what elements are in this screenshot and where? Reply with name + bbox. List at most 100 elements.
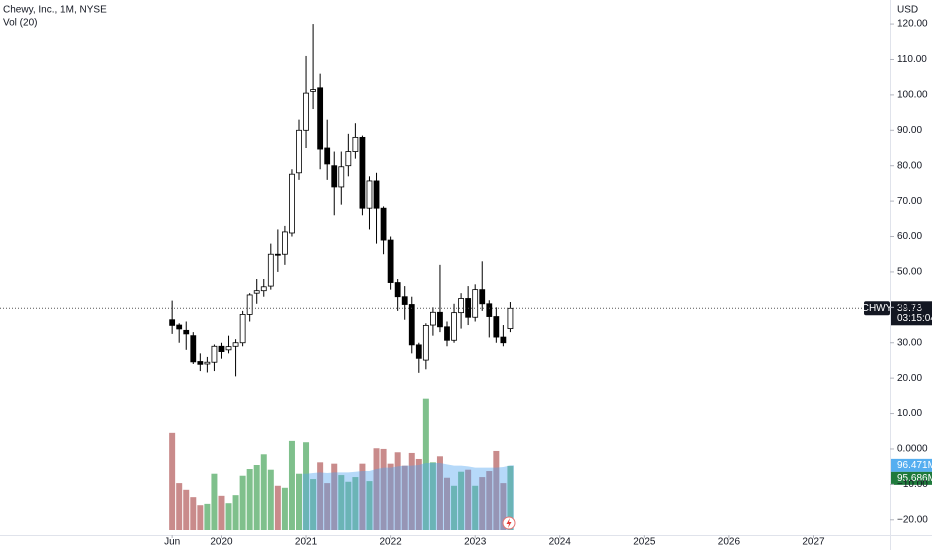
candle-body xyxy=(444,326,450,341)
x-tick-label: 2025 xyxy=(633,537,656,548)
volume-bar xyxy=(394,452,401,530)
volume-bar xyxy=(408,452,415,530)
candle-body xyxy=(331,165,338,188)
volume-bar xyxy=(317,462,324,530)
volume-bar xyxy=(303,442,310,530)
volume-bar xyxy=(472,485,479,530)
price-label: 39.73 xyxy=(897,303,922,314)
volume-bar xyxy=(422,398,429,530)
candle-body xyxy=(493,316,500,338)
candle-body xyxy=(366,180,373,209)
volume-bar xyxy=(380,448,387,530)
volume-bar xyxy=(429,462,436,530)
volume-bar xyxy=(310,479,317,530)
currency-label: USD xyxy=(897,5,918,16)
volume-ma-area xyxy=(302,462,514,530)
candle-body xyxy=(218,345,225,352)
volume-bar xyxy=(500,483,507,530)
candle-body xyxy=(500,336,507,344)
volume-bar xyxy=(352,477,359,530)
volume-bar xyxy=(436,456,443,530)
volume-badge xyxy=(891,471,932,485)
candle-body xyxy=(274,253,281,256)
volume-bar xyxy=(458,471,465,530)
candle-body xyxy=(204,361,211,365)
candle-body xyxy=(246,294,253,315)
y-tick-label: 10.00 xyxy=(897,408,922,419)
candle-body xyxy=(253,290,260,294)
candle-body xyxy=(303,92,309,131)
candle-body xyxy=(338,166,345,188)
y-tick-label: −20.00 xyxy=(897,514,928,525)
candle-body xyxy=(394,282,401,298)
y-tick-label: 50.00 xyxy=(897,267,922,278)
volume-bar xyxy=(288,440,295,530)
y-tick-label: 70.00 xyxy=(897,196,922,207)
candle-body xyxy=(458,298,464,314)
candle-body xyxy=(296,129,302,174)
y-tick-label: 40.00 xyxy=(897,302,922,313)
y-tick-label: 60.00 xyxy=(897,231,922,242)
candle-body xyxy=(380,207,387,241)
alert-bolt[interactable] xyxy=(506,518,512,528)
candle-body xyxy=(317,87,324,150)
candle-body xyxy=(324,147,331,165)
volume-bar xyxy=(260,454,267,530)
x-tick-label: 2022 xyxy=(379,537,402,548)
volume-bar xyxy=(190,497,197,530)
x-tick-label: Jun xyxy=(164,537,180,548)
volume-bar xyxy=(338,475,345,530)
x-tick-label: 2027 xyxy=(802,537,825,548)
candle-body xyxy=(289,173,295,234)
volume-bar xyxy=(486,471,493,530)
candle-body xyxy=(430,311,436,326)
y-tick-label: 100.00 xyxy=(897,90,928,101)
y-tick-label: 80.00 xyxy=(897,160,922,171)
chart-title: Chewy, Inc., 1M, NYSE xyxy=(3,5,107,16)
candle-body xyxy=(267,253,274,287)
candle-body xyxy=(239,314,246,344)
volume-ma-badge xyxy=(891,458,932,472)
volume-bar xyxy=(387,463,394,530)
candle-body xyxy=(479,289,486,305)
volume-bar xyxy=(183,489,190,530)
volume-bar xyxy=(204,503,211,530)
volume-bar xyxy=(232,495,239,530)
volume-bar xyxy=(345,481,352,530)
volume-bar xyxy=(169,432,176,530)
volume-bar xyxy=(373,448,380,530)
volume-bar xyxy=(274,485,281,530)
volume-bar xyxy=(444,477,450,530)
volume-bar xyxy=(197,505,204,530)
candle-body xyxy=(387,239,394,283)
candle-body xyxy=(282,231,288,255)
candle-body xyxy=(352,136,359,152)
x-tick-label: 2020 xyxy=(210,537,233,548)
candle-body xyxy=(225,346,232,351)
volume-bar xyxy=(176,483,183,530)
indicator-label: Vol (20) xyxy=(3,18,37,29)
volume-bar xyxy=(465,469,472,530)
candle-body xyxy=(408,304,415,346)
volume-bar xyxy=(507,465,514,530)
candle-body xyxy=(437,311,443,328)
volume-label: 95.686M xyxy=(897,473,932,484)
volume-bar xyxy=(451,485,458,530)
symbol-label: CHWY xyxy=(862,303,893,314)
y-tick-label: 90.00 xyxy=(897,125,922,136)
candle-body xyxy=(260,286,267,292)
candle-body xyxy=(169,319,176,326)
volume-bar xyxy=(218,495,225,530)
countdown-label: 03:15:04 xyxy=(897,313,932,324)
candle-body xyxy=(232,342,239,347)
y-tick-label: 0.0000 xyxy=(897,444,928,455)
alert-icon[interactable] xyxy=(502,516,516,530)
y-tick-label: 120.00 xyxy=(897,19,928,30)
volume-bar xyxy=(401,465,408,530)
candle-body xyxy=(486,303,493,317)
volume-bar xyxy=(253,465,260,530)
price-badge xyxy=(891,301,932,326)
